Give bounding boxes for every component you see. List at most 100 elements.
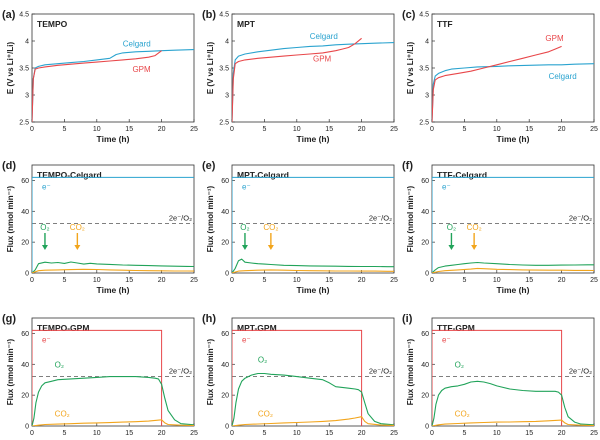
electron-current-line <box>32 329 163 426</box>
panel-title: TEMPO-Celgard <box>37 170 102 180</box>
series-line-o2 <box>232 258 394 273</box>
plot-area <box>32 329 194 426</box>
series-label: GPM <box>545 34 564 43</box>
plot-area <box>32 49 194 122</box>
electron-label: e⁻ <box>42 335 51 344</box>
x-tick-label: 5 <box>62 277 66 284</box>
series-label: O₂ <box>455 360 464 369</box>
x-tick-label: 0 <box>230 277 234 284</box>
reference-line-label: 2e⁻/O₂ <box>169 214 192 223</box>
series-line-o2 <box>32 376 194 426</box>
y-tick-label: 3.5 <box>419 66 429 73</box>
y-tick-label: 3 <box>25 93 29 100</box>
series-label: GPM <box>132 65 151 74</box>
y-tick-label: 20 <box>421 393 429 400</box>
panel-e: (e) MPT-Celgard 0 5 10 15 20 25 0 20 40 60 Time (h) F… <box>202 160 398 295</box>
x-tick-label: 10 <box>493 430 501 437</box>
panel-letter: (h) <box>202 313 216 325</box>
y-tick-label: 4 <box>225 39 229 46</box>
panel-title: MPT-Celgard <box>237 170 289 180</box>
reference-line-label: 2e⁻/O₂ <box>569 367 592 376</box>
x-tick-label: 5 <box>262 277 266 284</box>
y-tick-label: 2.5 <box>19 120 29 127</box>
x-tick-label: 25 <box>390 277 398 284</box>
y-axis-label: Flux (nmol min⁻¹) <box>206 338 215 405</box>
panel-g: (g) TEMPO-GPM 0 5 10 15 20 25 0 20 40 60 Time (h) Flu… <box>2 313 198 440</box>
panel-letter: (f) <box>402 160 413 172</box>
panel-c: (c) TTF 0 5 10 15 20 25 2.5 3 3.5 4 4.5 Time (h) E (V … <box>402 9 598 144</box>
x-tick-label: 25 <box>390 126 398 133</box>
y-tick-label: 20 <box>21 240 29 247</box>
x-tick-label: 5 <box>262 430 266 437</box>
y-tick-label: 3.5 <box>219 66 229 73</box>
electron-current-line <box>432 176 594 273</box>
electron-label: e⁻ <box>242 335 251 344</box>
y-tick-label: 40 <box>221 362 229 369</box>
y-tick-label: 20 <box>21 393 29 400</box>
x-tick-label: 20 <box>158 277 166 284</box>
panel-h: (h) MPT-GPM 0 5 10 15 20 25 0 20 40 60 Time (h) Flux … <box>202 313 398 440</box>
arrow-label: O₂ <box>40 223 49 232</box>
panel-letter: (e) <box>202 160 216 172</box>
electron-current-line <box>432 329 563 426</box>
x-tick-label: 5 <box>62 430 66 437</box>
y-tick-label: 60 <box>221 178 229 185</box>
arrow-label: CO₂ <box>467 223 482 232</box>
series-line-co2 <box>232 269 394 273</box>
x-tick-label: 5 <box>462 126 466 133</box>
series-label: GPM <box>313 55 332 64</box>
series-line-gpm <box>432 45 562 122</box>
y-tick-label: 3 <box>225 93 229 100</box>
series-line-gpm <box>32 50 162 122</box>
panel-i: (i) TTF-GPM 0 5 10 15 20 25 0 20 40 60 Time (h) Flux … <box>402 313 598 440</box>
panel-a: (a) TEMPO 0 5 10 15 20 25 2.5 3 3.5 4 4.5 Time (h) E (… <box>2 9 198 144</box>
arrow-head <box>448 245 455 250</box>
y-tick-label: 4.5 <box>19 12 29 19</box>
x-tick-label: 10 <box>93 277 101 284</box>
series-label: Celgard <box>310 32 338 41</box>
x-tick-label: 15 <box>525 430 533 437</box>
panel-letter: (g) <box>2 313 16 325</box>
y-tick-label: 40 <box>421 209 429 216</box>
y-axis-label: E (V vs Li⁺/Li) <box>206 42 215 95</box>
electron-label: e⁻ <box>442 182 451 191</box>
panel-b: (b) MPT 0 5 10 15 20 25 2.5 3 3.5 4 4.5 Time (h) E (V … <box>202 9 398 144</box>
y-tick-label: 60 <box>21 331 29 338</box>
plot-area <box>32 176 194 273</box>
plot-area <box>232 329 394 426</box>
y-tick-label: 40 <box>221 209 229 216</box>
panel-title: TTF <box>437 19 453 29</box>
x-tick-label: 0 <box>430 277 434 284</box>
y-tick-label: 2.5 <box>419 120 429 127</box>
y-axis-label: Flux (nmol min⁻¹) <box>406 185 415 252</box>
y-tick-label: 4 <box>25 39 29 46</box>
plot-frame <box>431 13 595 123</box>
x-tick-label: 5 <box>262 126 266 133</box>
y-axis-label: Flux (nmol min⁻¹) <box>406 338 415 405</box>
x-axis-label: Time (h) <box>497 134 530 144</box>
y-tick-label: 60 <box>421 331 429 338</box>
series-line-celgard <box>432 63 594 122</box>
series-line-co2 <box>32 268 194 273</box>
series-label: CO₂ <box>258 410 273 419</box>
reference-line-label: 2e⁻/O₂ <box>569 214 592 223</box>
x-axis-label: Time (h) <box>497 285 530 295</box>
series-line-o2 <box>432 380 594 426</box>
panel-title: TEMPO-GPM <box>37 323 89 333</box>
series-label: O₂ <box>258 356 267 365</box>
series-line-gpm <box>232 37 362 122</box>
y-tick-label: 40 <box>21 362 29 369</box>
electron-current-line <box>232 329 363 426</box>
x-tick-label: 0 <box>30 430 34 437</box>
electron-label: e⁻ <box>442 335 451 344</box>
x-tick-label: 15 <box>125 126 133 133</box>
x-tick-label: 20 <box>158 430 166 437</box>
electron-label: e⁻ <box>242 182 251 191</box>
panel-letter: (c) <box>402 9 416 21</box>
plot-frame <box>231 13 395 123</box>
electron-current-line <box>32 176 194 273</box>
y-tick-label: 20 <box>421 240 429 247</box>
y-tick-label: 60 <box>421 178 429 185</box>
y-tick-label: 0 <box>25 424 29 431</box>
x-tick-label: 0 <box>30 277 34 284</box>
